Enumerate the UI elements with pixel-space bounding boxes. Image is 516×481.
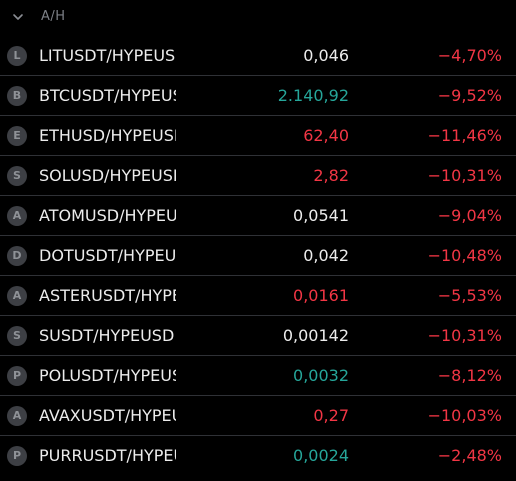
- watchlist-row[interactable]: S SUSDT/HYPEUSD 0,00142 −10,31%: [0, 316, 516, 356]
- symbol-logo-icon: P: [7, 366, 27, 386]
- symbol-logo-icon: L: [7, 46, 27, 66]
- last-price: 0,042: [303, 246, 349, 265]
- section-header-ah[interactable]: A/H: [0, 0, 516, 34]
- symbol-name: ATOMUSD/HYPEUSD: [39, 206, 176, 225]
- symbol-logo-icon: A: [7, 406, 27, 426]
- symbol-name: ASTERUSDT/HYPEUSD: [39, 286, 176, 305]
- watchlist-row[interactable]: L LITUSDT/HYPEUSD 0,046 −4,70%: [0, 36, 516, 76]
- section-title: A/H: [41, 9, 66, 24]
- change-percent: −10,31%: [427, 166, 502, 185]
- symbol-name: SUSDT/HYPEUSD: [39, 326, 175, 345]
- watchlist-row[interactable]: A ATOMUSD/HYPEUSD 0,0541 −9,04%: [0, 196, 516, 236]
- chevron-down-icon[interactable]: [11, 10, 25, 24]
- watchlist-row[interactable]: S SOLUSD/HYPEUSD 2,82 −10,31%: [0, 156, 516, 196]
- symbol-logo-icon: D: [7, 246, 27, 266]
- change-percent: −2,48%: [437, 446, 502, 465]
- symbol-name: SOLUSD/HYPEUSD: [39, 166, 176, 185]
- symbol-logo-icon: A: [7, 286, 27, 306]
- change-percent: −9,52%: [437, 86, 502, 105]
- change-percent: −10,03%: [427, 406, 502, 425]
- symbol-name: POLUSDT/HYPEUSD: [39, 366, 176, 385]
- last-price: 0,00142: [282, 326, 349, 345]
- change-percent: −9,04%: [437, 206, 502, 225]
- symbol-logo-icon: S: [7, 326, 27, 346]
- change-percent: −10,31%: [427, 326, 502, 345]
- symbol-logo-icon: A: [7, 206, 27, 226]
- watchlist-row[interactable]: B BTCUSDT/HYPEUSD 2.140,92 −9,52%: [0, 76, 516, 116]
- symbol-name: LITUSDT/HYPEUSD: [39, 46, 176, 65]
- symbol-logo-icon: E: [7, 126, 27, 146]
- last-price: 0,0032: [293, 366, 349, 385]
- last-price: 0,27: [313, 406, 349, 425]
- change-percent: −10,48%: [427, 246, 502, 265]
- watchlist-row[interactable]: D DOTUSDT/HYPEUSD 0,042 −10,48%: [0, 236, 516, 276]
- symbol-logo-icon: S: [7, 166, 27, 186]
- symbol-logo-icon: P: [7, 446, 27, 466]
- symbol-name: ETHUSD/HYPEUSD: [39, 126, 176, 145]
- watchlist-row[interactable]: P PURRUSDT/HYPEUSD 0,0024 −2,48%: [0, 436, 516, 476]
- last-price: 0,0541: [293, 206, 349, 225]
- last-price: 0,046: [303, 46, 349, 65]
- last-price: 0,0024: [293, 446, 349, 465]
- last-price: 2,82: [313, 166, 349, 185]
- symbol-logo-icon: B: [7, 86, 27, 106]
- last-price: 2.140,92: [277, 86, 349, 105]
- watchlist-row[interactable]: A AVAXUSDT/HYPEUSD 0,27 −10,03%: [0, 396, 516, 436]
- change-percent: −5,53%: [437, 286, 502, 305]
- symbol-name: AVAXUSDT/HYPEUSD: [39, 406, 176, 425]
- watchlist-rows: L LITUSDT/HYPEUSD 0,046 −4,70% B BTCUSDT/HYPE…: [0, 36, 516, 476]
- last-price: 62,40: [303, 126, 349, 145]
- last-price: 0,0161: [293, 286, 349, 305]
- symbol-name: BTCUSDT/HYPEUSD: [39, 86, 176, 105]
- symbol-name: DOTUSDT/HYPEUSD: [39, 246, 176, 265]
- change-percent: −11,46%: [427, 126, 502, 145]
- symbol-name: PURRUSDT/HYPEUSD: [39, 446, 176, 465]
- watchlist-row[interactable]: A ASTERUSDT/HYPEUSD 0,0161 −5,53%: [0, 276, 516, 316]
- change-percent: −4,70%: [437, 46, 502, 65]
- watchlist-row[interactable]: E ETHUSD/HYPEUSD 62,40 −11,46%: [0, 116, 516, 156]
- change-percent: −8,12%: [437, 366, 502, 385]
- watchlist-row[interactable]: P POLUSDT/HYPEUSD 0,0032 −8,12%: [0, 356, 516, 396]
